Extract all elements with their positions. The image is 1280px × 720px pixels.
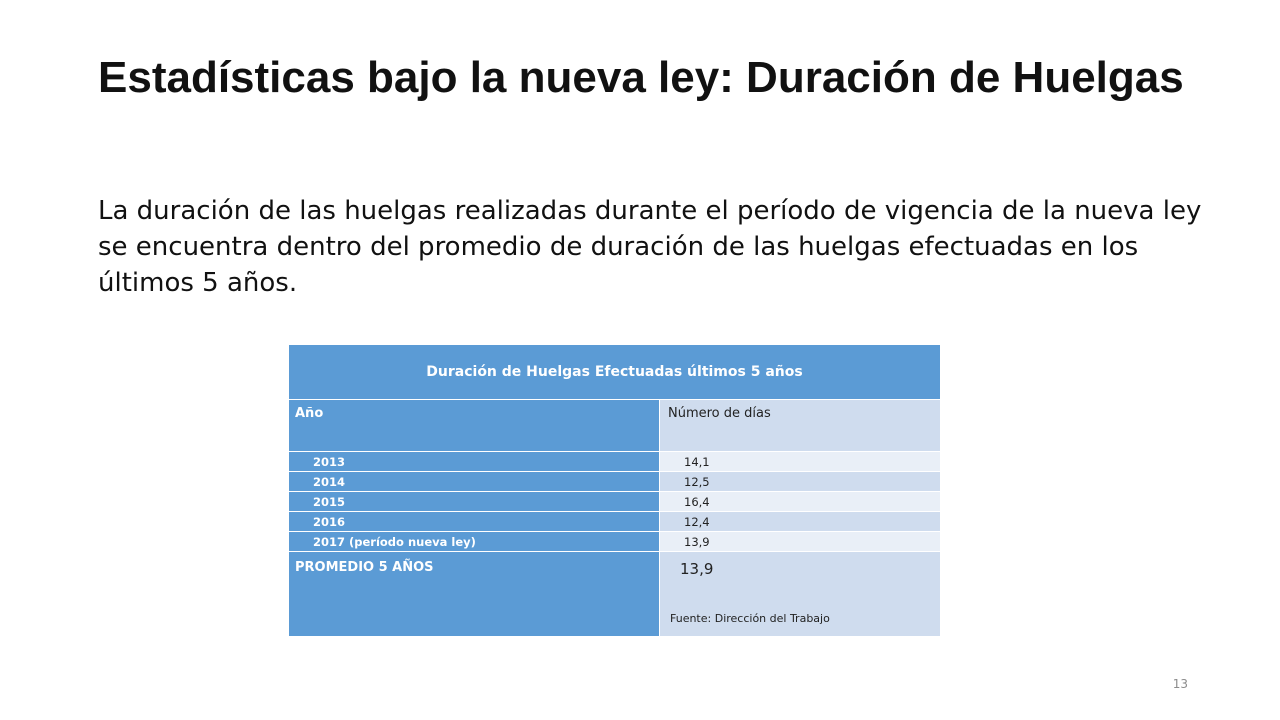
average-value: 13,9	[680, 560, 714, 578]
slide-title: Estadísticas bajo la nueva ley: Duración…	[98, 53, 1184, 102]
column-header-days: Número de días	[659, 399, 941, 452]
row-days: 12,5	[659, 471, 941, 492]
table-row: 2013 14,1	[288, 451, 941, 472]
average-cell: 13,9 Fuente: Dirección del Trabajo	[659, 551, 941, 637]
table-row: 2016 12,4	[288, 511, 941, 532]
table-row: 2017 (período nueva ley) 13,9	[288, 531, 941, 552]
row-year: 2015	[288, 491, 660, 512]
row-days: 14,1	[659, 451, 941, 472]
row-year: 2014	[288, 471, 660, 492]
strike-duration-table: Duración de Huelgas Efectuadas últimos 5…	[288, 344, 941, 637]
table-title: Duración de Huelgas Efectuadas últimos 5…	[288, 344, 941, 400]
row-days: 13,9	[659, 531, 941, 552]
row-year: 2017 (período nueva ley)	[288, 531, 660, 552]
average-label: PROMEDIO 5 AÑOS	[288, 551, 660, 637]
row-days: 12,4	[659, 511, 941, 532]
average-row: PROMEDIO 5 AÑOS 13,9 Fuente: Dirección d…	[288, 551, 941, 637]
slide-body-text: La duración de las huelgas realizadas du…	[98, 196, 1202, 298]
column-header-year: Año	[288, 399, 660, 452]
table-title-row: Duración de Huelgas Efectuadas últimos 5…	[288, 344, 941, 400]
row-year: 2013	[288, 451, 660, 472]
page-number: 13	[1172, 677, 1188, 691]
table-header-row: Año Número de días	[288, 399, 941, 452]
row-days: 16,4	[659, 491, 941, 512]
source-note: Fuente: Dirección del Trabajo	[670, 612, 830, 625]
table-row: 2015 16,4	[288, 491, 941, 512]
row-year: 2016	[288, 511, 660, 532]
table-row: 2014 12,5	[288, 471, 941, 492]
